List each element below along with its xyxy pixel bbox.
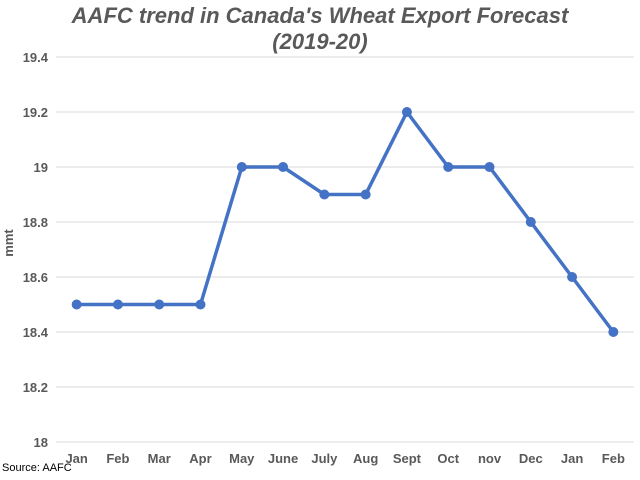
data-point [71, 299, 82, 310]
series-line [76, 110, 615, 334]
data-point [112, 299, 123, 310]
x-tick-label: Dec [519, 451, 543, 466]
series-group [71, 107, 619, 337]
data-point [278, 162, 289, 172]
y-tick-label: 19.4 [23, 50, 49, 65]
chart-subtitle: (2019-20) [272, 29, 368, 54]
y-tick-label: 18.6 [23, 270, 48, 285]
source-note: Source: AAFC [2, 462, 72, 474]
data-point [401, 107, 412, 117]
y-tick-label: 18.8 [23, 215, 48, 230]
x-tick-label: June [268, 451, 298, 466]
x-tick-label: Jan [561, 451, 583, 466]
x-axis-ticks: Jan Feb Mar Apr May June July Aug Sept Oct nov Dec J… [65, 451, 625, 466]
data-point [567, 272, 578, 282]
y-tick-label: 19 [34, 160, 48, 175]
y-tick-label: 18 [34, 435, 48, 450]
y-axis-ticks: 18 18.2 18.4 18.6 18.8 19 19.2 19.4 [23, 50, 49, 450]
x-tick-label: Mar [148, 451, 171, 466]
x-tick-label: Aug [353, 451, 378, 466]
x-tick-label: nov [478, 451, 502, 466]
data-point [443, 162, 454, 172]
data-point [236, 162, 247, 172]
data-point [360, 189, 371, 200]
data-point [195, 299, 206, 310]
x-tick-label: Feb [602, 451, 625, 466]
gridlines [56, 56, 634, 443]
y-tick-label: 19.2 [23, 105, 48, 120]
x-tick-label: Jan [65, 451, 87, 466]
y-axis-label: mmt [1, 229, 16, 257]
x-tick-label: Apr [189, 451, 211, 466]
data-point [154, 299, 165, 310]
data-point [484, 162, 495, 172]
data-point [525, 217, 536, 227]
x-tick-label: Feb [106, 451, 129, 466]
data-point [319, 189, 330, 200]
x-tick-label: Sept [393, 451, 422, 466]
y-tick-label: 18.2 [23, 380, 48, 395]
x-tick-label: Oct [437, 451, 459, 466]
chart-title: AAFC trend in Canada's Wheat Export Fore… [71, 3, 569, 28]
data-point [608, 327, 619, 337]
x-tick-label: July [311, 451, 338, 466]
x-tick-label: May [229, 451, 255, 466]
y-tick-label: 18.4 [23, 325, 49, 340]
